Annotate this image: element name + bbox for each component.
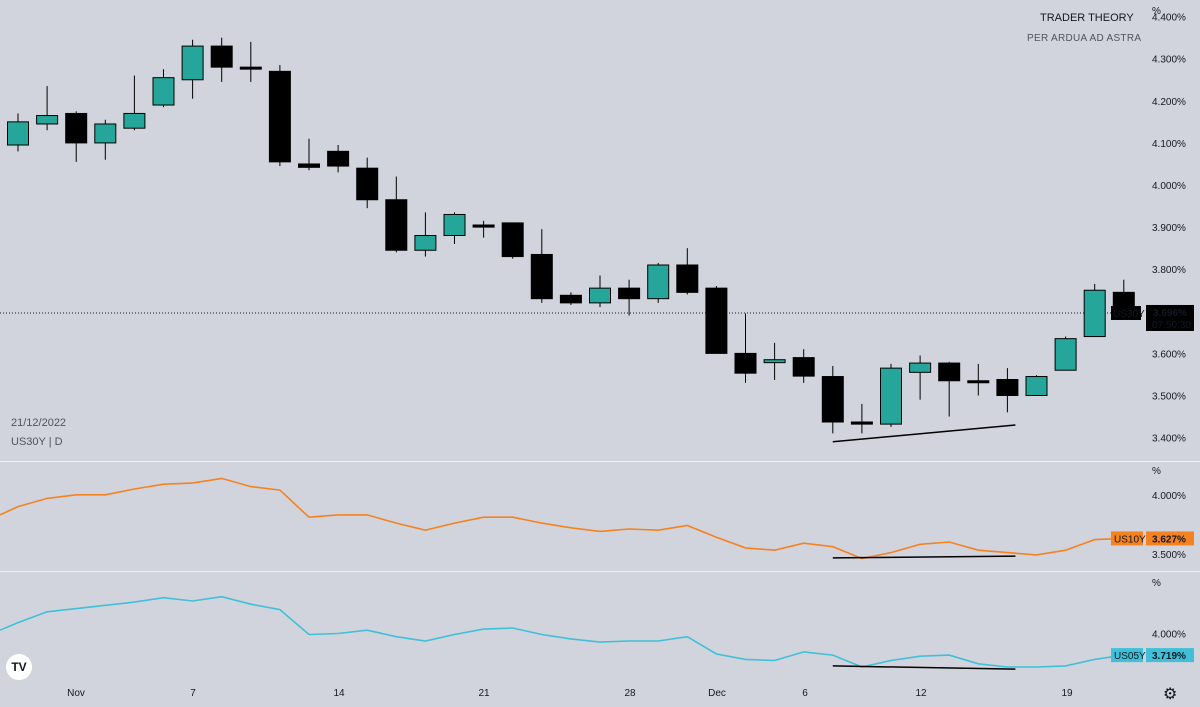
x-tick-label: 14 [333,688,345,699]
candle-body [65,112,88,144]
y-unit-label: % [1152,466,1161,477]
value-tag-us05y [1146,648,1194,663]
chart-symbol-interval: US30Y | D [11,436,63,448]
candle-body [443,213,466,237]
y-tick-label: 3.900% [1152,223,1186,234]
candle-body [152,77,175,106]
y-tick-label: 4.000% [1152,491,1186,502]
value-tag-text: 3.719% [1152,651,1186,662]
candle-body [880,367,902,425]
price-tag-value: 3.696% [1153,308,1187,319]
candle-body [821,376,844,423]
candle-body [94,123,117,144]
candle-body [647,264,670,300]
symbol-tag-us10y [1111,531,1143,546]
symbol-tag-label: US05Y [1114,651,1146,662]
candle-body [530,253,553,300]
x-tick-label: Nov [67,688,85,699]
candle-body [414,235,437,251]
y-tick-label: 4.400% [1152,13,1186,24]
candle-body [7,121,29,146]
y-unit-label: % [1152,578,1161,589]
candle-body [181,45,204,81]
watermark-title: TRADER THEORY [1040,12,1134,24]
candle-body [268,70,291,163]
x-tick-label: 28 [624,688,636,699]
candle-body [36,115,59,125]
trendline-us05y [832,665,1016,670]
y-tick-label: 4.000% [1152,629,1186,640]
candle-body [996,378,1019,396]
candle-body [618,287,641,300]
candle-body [210,45,233,68]
chart-date: 21/12/2022 [11,417,67,429]
candle-body [850,421,873,425]
x-tick-label: 12 [915,688,927,699]
symbol-tag-label: US30Y [1113,309,1145,320]
x-tick-label: 19 [1061,688,1073,699]
candle-body [734,352,757,374]
gear-icon[interactable]: ⚙ [1163,684,1178,703]
candle-body [938,362,961,382]
candle-body [967,380,990,384]
y-tick-label: 4.100% [1152,139,1186,150]
y-tick-label: 4.200% [1152,97,1186,108]
candle-body [763,359,786,364]
y-tick-label: 4.000% [1152,181,1186,192]
bar-countdown: 07:50:30 [1152,320,1191,331]
candle-body [298,163,320,168]
symbol-tag-us05y [1111,648,1143,663]
candle-body [239,66,262,70]
y-tick-label: 3.400% [1152,434,1186,445]
watermark-subtitle: PER ARDUA AD ASTRA [1027,33,1142,44]
price-tag-us30y [1146,304,1194,331]
us05y-line [0,595,1124,668]
y-tick-label: 3.800% [1152,265,1186,276]
candle-body [501,222,524,258]
y-tick-label: 4.300% [1152,55,1186,66]
candle-body [909,362,932,373]
candle-body [356,167,379,201]
x-tick-label: Dec [708,688,726,699]
candle-body [1054,338,1077,371]
tradingview-logo-icon[interactable]: TV [6,654,32,680]
candle-body [472,224,495,228]
y-tick-label: 3.600% [1152,349,1186,360]
trendline-us30y [832,424,1016,443]
candle-body [1025,376,1048,396]
value-tag-text: 3.627% [1152,534,1186,545]
x-tick-label: 6 [802,688,808,699]
x-tick-label: 7 [190,688,196,699]
candle-body [792,357,815,377]
candle-body [327,150,350,167]
candle-body [385,199,408,251]
value-tag-us10y [1146,531,1194,546]
y-unit-label: % [1152,6,1161,17]
trendline-us10y [832,555,1016,559]
x-tick-label: 21 [478,688,490,699]
us10y-line [0,477,1124,560]
y-tick-label: 3.500% [1152,391,1186,402]
candle-body [705,287,728,354]
symbol-tag-label: US10Y [1114,534,1146,545]
symbol-tag-us30y [1111,305,1141,320]
candle-body [123,112,146,129]
candle-body [676,264,699,293]
y-tick-label: 3.500% [1152,550,1186,561]
candle-body [589,287,611,304]
candle-body [1083,289,1106,338]
candle-body [559,294,582,304]
